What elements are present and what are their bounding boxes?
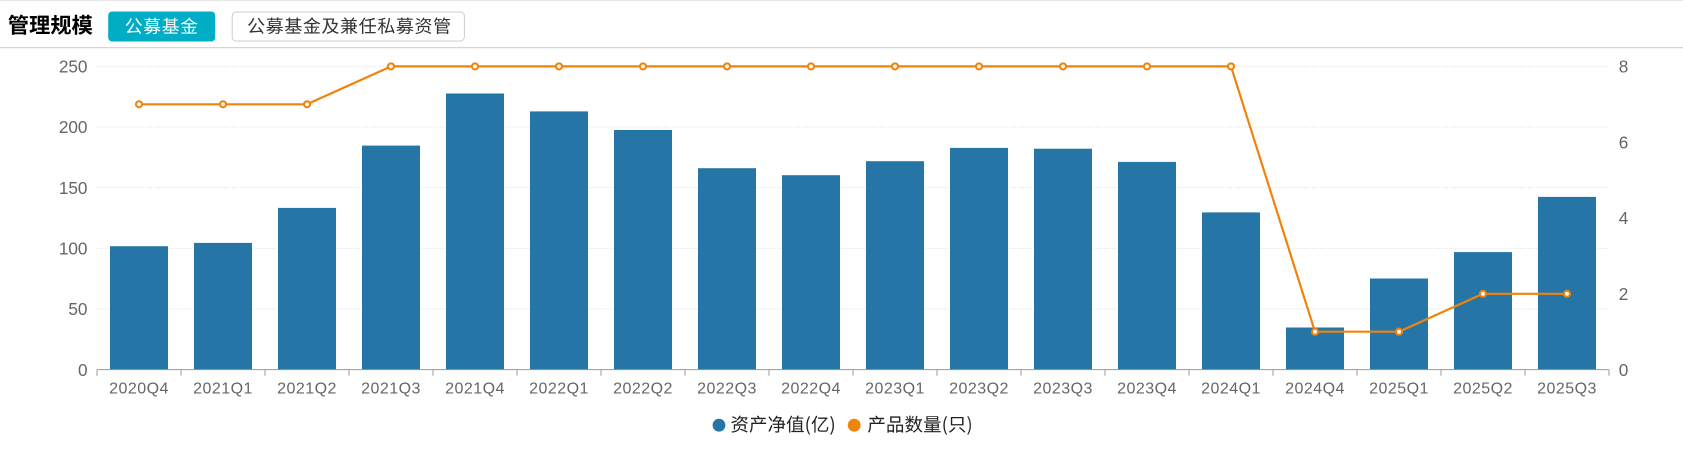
svg-text:2022Q2: 2022Q2 <box>613 381 673 398</box>
svg-text:2023Q3: 2023Q3 <box>1033 381 1093 398</box>
svg-text:250: 250 <box>59 57 88 77</box>
svg-text:4: 4 <box>1619 208 1629 228</box>
svg-text:2025Q1: 2025Q1 <box>1369 381 1429 398</box>
svg-text:2021Q2: 2021Q2 <box>277 381 337 398</box>
svg-text:2020Q4: 2020Q4 <box>109 381 169 398</box>
svg-text:2024Q1: 2024Q1 <box>1201 381 1261 398</box>
svg-text:100: 100 <box>59 239 88 259</box>
svg-text:0: 0 <box>78 360 88 380</box>
svg-text:0: 0 <box>1619 360 1629 380</box>
svg-text:2021Q4: 2021Q4 <box>445 381 505 398</box>
svg-text:2022Q1: 2022Q1 <box>529 381 589 398</box>
svg-text:2023Q4: 2023Q4 <box>1117 381 1177 398</box>
svg-text:2021Q3: 2021Q3 <box>361 381 421 398</box>
svg-text:2022Q4: 2022Q4 <box>781 381 841 398</box>
svg-text:50: 50 <box>68 299 87 319</box>
svg-text:2023Q2: 2023Q2 <box>949 381 1009 398</box>
svg-text:2025Q2: 2025Q2 <box>1453 381 1513 398</box>
svg-text:6: 6 <box>1619 132 1629 152</box>
svg-text:2025Q3: 2025Q3 <box>1537 381 1597 398</box>
svg-text:2023Q1: 2023Q1 <box>865 381 925 398</box>
svg-text:200: 200 <box>59 117 88 137</box>
svg-text:2024Q4: 2024Q4 <box>1285 381 1345 398</box>
svg-text:8: 8 <box>1619 57 1629 77</box>
svg-text:150: 150 <box>59 178 88 198</box>
svg-text:2021Q1: 2021Q1 <box>193 381 253 398</box>
svg-text:2022Q3: 2022Q3 <box>697 381 757 398</box>
svg-text:2: 2 <box>1619 284 1629 304</box>
